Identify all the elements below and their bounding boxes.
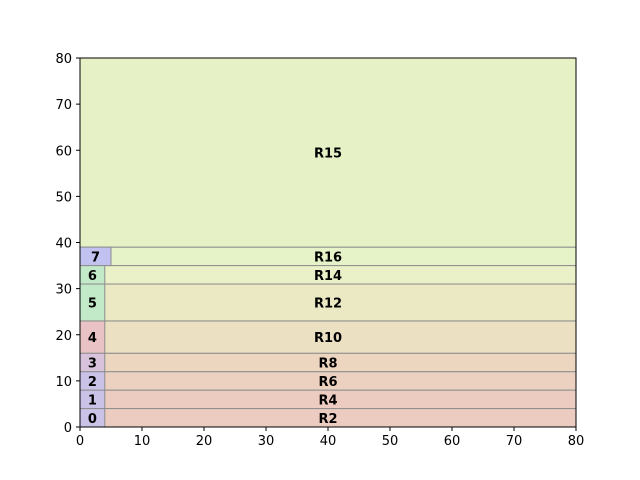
x-tick-label: 20 [196, 434, 213, 449]
y-tick-label: 10 [55, 375, 72, 390]
y-tick-label: 70 [55, 98, 72, 113]
rect-label-R2: R2 [318, 412, 337, 427]
y-tick-label: 40 [55, 237, 72, 252]
rect-label-R15: R15 [314, 147, 342, 162]
rect-label-0: 0 [88, 412, 97, 427]
rect-label-R8: R8 [318, 356, 337, 371]
rect-label-3: 3 [88, 356, 97, 371]
rect-R15 [79, 57, 577, 248]
x-tick-label: 80 [568, 434, 585, 449]
rect-label-6: 6 [88, 269, 97, 284]
y-tick-label: 80 [55, 52, 72, 67]
rectangles-layer [79, 57, 577, 428]
rect-label-2: 2 [88, 375, 97, 390]
rect-label-5: 5 [88, 296, 97, 311]
y-tick-label: 50 [55, 190, 72, 205]
y-tick-label: 20 [55, 329, 72, 344]
rect-label-1: 1 [88, 393, 97, 408]
x-tick-label: 30 [258, 434, 275, 449]
y-tick-label: 60 [55, 144, 72, 159]
x-tick-label: 50 [382, 434, 399, 449]
rect-label-R12: R12 [314, 296, 342, 311]
rect-label-R10: R10 [314, 331, 342, 346]
rect-R10 [79, 320, 577, 354]
rectangle-labels-layer: R2 R4 R6 R8 R10 R12 R14 R16 R15 0 1 2 3 4 5 6 7 [88, 147, 342, 427]
y-tick-label: 0 [64, 421, 72, 436]
x-tick-label: 70 [506, 434, 523, 449]
x-tick-label: 10 [134, 434, 151, 449]
rect-label-7: 7 [91, 250, 100, 265]
y-tick-label: 30 [55, 283, 72, 298]
rect-label-R16: R16 [314, 250, 342, 265]
rect-label-4: 4 [88, 331, 97, 346]
rect-label-R4: R4 [318, 393, 337, 408]
x-tick-label: 0 [76, 434, 84, 449]
rect-label-R14: R14 [314, 269, 342, 284]
x-tick-label: 40 [320, 434, 337, 449]
x-tick-label: 60 [444, 434, 461, 449]
rect-label-R6: R6 [318, 375, 337, 390]
